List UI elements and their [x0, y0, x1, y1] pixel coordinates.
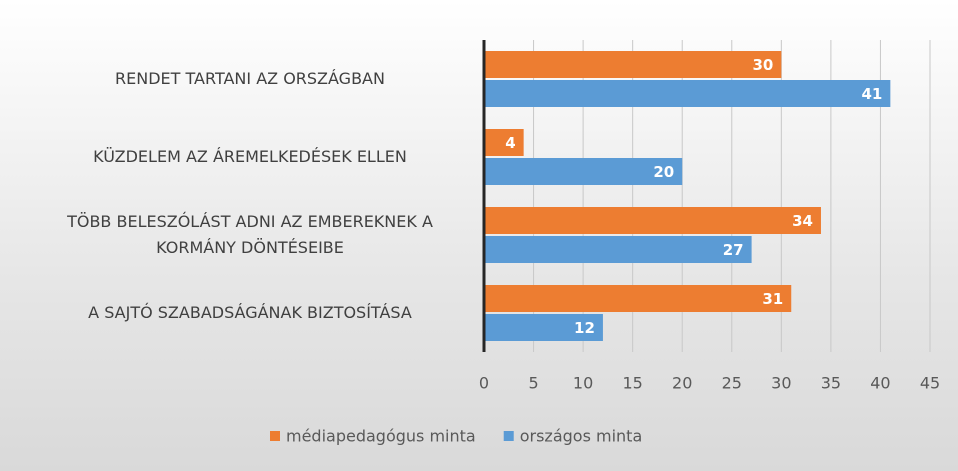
x-tick-label: 30	[771, 374, 791, 393]
data-label: 4	[505, 134, 515, 152]
x-tick-label: 15	[622, 374, 642, 393]
data-label: 31	[762, 290, 783, 308]
bar	[484, 158, 683, 185]
bar	[484, 80, 891, 107]
bar	[484, 51, 782, 78]
data-label: 34	[792, 212, 813, 230]
data-label: 12	[574, 319, 595, 337]
y-tick-label: A SAJTÓ SZABADSÁGÁNAK BIZTOSÍTÁSA	[88, 303, 412, 322]
x-tick-label: 25	[722, 374, 742, 393]
y-tick-label: KÜZDELEM AZ ÁREMELKEDÉSEK ELLEN	[93, 147, 407, 166]
x-tick-label: 10	[573, 374, 593, 393]
x-tick-label: 0	[479, 374, 489, 393]
data-label: 41	[861, 85, 882, 103]
y-tick-label: RENDET TARTANI AZ ORSZÁGBAN	[115, 69, 385, 88]
bar	[484, 314, 603, 341]
bar	[484, 236, 752, 263]
bar	[484, 207, 821, 234]
x-tick-label: 40	[870, 374, 890, 393]
legend-label: médiapedagógus minta	[286, 427, 476, 446]
data-label: 30	[752, 56, 773, 74]
legend-swatch	[503, 431, 514, 441]
data-label: 27	[723, 241, 744, 259]
y-tick-label: TÖBB BELESZÓLÁST ADNI AZ EMBEREKNEK A KO…	[67, 212, 433, 257]
bar	[484, 285, 792, 312]
x-tick-label: 45	[920, 374, 940, 393]
x-tick-label: 20	[672, 374, 692, 393]
bar	[484, 129, 524, 156]
x-tick-label: 35	[821, 374, 841, 393]
x-tick-label: 5	[528, 374, 538, 393]
data-label: 20	[653, 163, 674, 181]
legend-swatch	[270, 431, 280, 441]
legend-label: országos minta	[520, 427, 643, 446]
